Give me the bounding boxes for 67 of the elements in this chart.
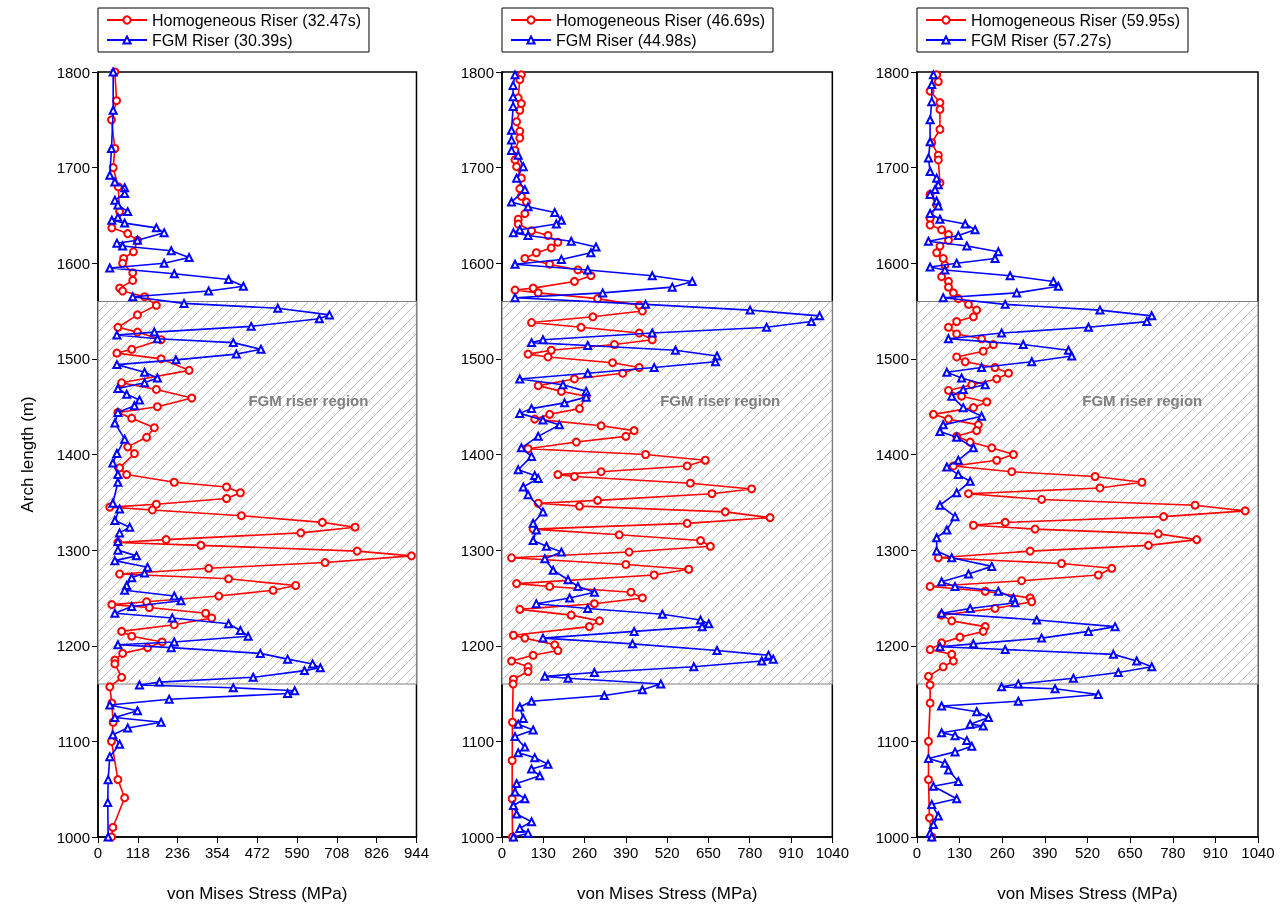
legend-label: FGM Riser (30.39s)	[152, 31, 293, 49]
y-tick-label: 1600	[56, 254, 90, 272]
x-tick-label: 708	[324, 844, 350, 861]
y-tick-label: 1600	[460, 254, 494, 272]
x-tick-label: 910	[778, 844, 804, 861]
y-tick-label: 1700	[460, 159, 494, 177]
y-tick-label: 1500	[875, 350, 909, 368]
x-tick-label: 826	[364, 844, 390, 861]
y-tick-label: 1400	[56, 446, 90, 463]
y-tick-label: 1800	[875, 63, 909, 81]
x-tick-label: 236	[165, 844, 191, 861]
x-tick-label: 520	[1074, 844, 1101, 861]
y-tick-label: 1800	[56, 63, 90, 81]
band-label: FGM riser region	[660, 392, 781, 410]
x-tick-label: 0	[912, 844, 922, 861]
y-tick-label: 1000	[460, 828, 494, 846]
x-tick-label: 590	[284, 844, 310, 861]
y-tick-label: 1600	[875, 254, 909, 272]
y-tick-label: 1400	[875, 446, 909, 463]
legend-label: FGM Riser (44.98s)	[556, 31, 697, 49]
y-tick-label: 1200	[460, 637, 494, 655]
x-tick-label: 260	[572, 844, 598, 861]
legend-label: FGM Riser (57.27s)	[971, 31, 1112, 49]
x-tick-label: 260	[989, 844, 1015, 861]
y-tick-label: 1300	[56, 541, 90, 559]
x-tick-label: 1040	[815, 844, 849, 861]
x-tick-label: 0	[93, 844, 103, 861]
x-tick-label: 520	[654, 844, 680, 861]
x-tick-label: 780	[737, 844, 763, 861]
y-tick-label: 1500	[460, 350, 494, 368]
y-tick-label: 1000	[56, 828, 90, 846]
x-tick-label: 472	[244, 844, 270, 861]
y-tick-label: 1000	[875, 828, 909, 846]
legend-label: Homogeneous Riser (32.47s)	[152, 11, 361, 29]
y-tick-label: 1400	[460, 446, 494, 463]
x-tick-label: 650	[1117, 844, 1143, 861]
y-tick-label: 1300	[460, 541, 494, 559]
legend-label: Homogeneous Riser (59.95s)	[971, 11, 1180, 29]
x-tick-label: 130	[530, 844, 556, 861]
x-tick-label: 130	[947, 844, 973, 861]
legend-label: Homogeneous Riser (46.69s)	[556, 11, 765, 29]
y-tick-label: 1100	[57, 732, 90, 750]
y-tick-label: 1800	[460, 63, 494, 81]
x-tick-label: 118	[125, 844, 150, 861]
y-tick-label: 1300	[875, 541, 909, 559]
x-tick-label: 910	[1202, 844, 1228, 861]
x-tick-label: 944	[403, 844, 429, 861]
y-tick-label: 1500	[56, 350, 90, 368]
y-tick-label: 1700	[875, 159, 909, 177]
x-tick-label: 390	[1032, 844, 1058, 861]
x-tick-label: 354	[204, 844, 230, 861]
x-axis-title: von Mises Stress (MPa)	[576, 884, 758, 903]
y-axis-title: Arch length (m)	[18, 396, 37, 513]
y-tick-label: 1200	[875, 637, 909, 655]
x-tick-label: 650	[695, 844, 721, 861]
y-tick-label: 1100	[876, 732, 909, 750]
y-tick-label: 1700	[56, 159, 90, 177]
band-label: FGM riser region	[248, 392, 369, 410]
x-tick-label: 390	[613, 844, 639, 861]
y-tick-label: 1200	[56, 637, 90, 655]
x-axis-title: von Mises Stress (MPa)	[997, 884, 1178, 903]
x-tick-label: 1040	[1241, 844, 1275, 861]
x-tick-label: 780	[1160, 844, 1186, 861]
band-label: FGM riser region	[1082, 392, 1203, 410]
x-axis-title: von Mises Stress (MPa)	[167, 884, 348, 903]
y-tick-label: 1100	[461, 732, 494, 750]
x-tick-label: 0	[497, 844, 507, 861]
